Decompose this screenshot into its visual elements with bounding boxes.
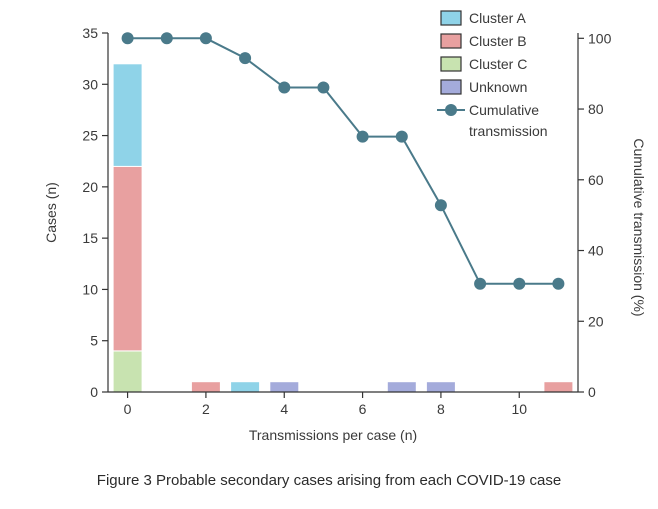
y-tick-label-20: 20 (82, 179, 98, 195)
y-tick-label-35: 35 (82, 25, 98, 41)
legend-swatch-cluster-c (440, 56, 462, 72)
legend-label-cluster-b: Cluster B (469, 33, 527, 49)
bar-cluster-a-x0 (112, 63, 143, 167)
x-tick-label-4: 4 (280, 401, 288, 417)
bar-cluster-b-x11 (543, 381, 574, 393)
y2-axis-title: Cumulative transmission (%) (631, 138, 647, 316)
x-axis-title: Transmissions per case (n) (249, 427, 417, 443)
y2-tick-label-20: 20 (588, 313, 604, 329)
x-tick-label-2: 2 (202, 401, 210, 417)
y-tick-label-10: 10 (82, 281, 98, 297)
y-axis-title: Cases (n) (43, 182, 59, 243)
cumulative-point-x0 (121, 32, 134, 45)
bar-unknown-x4 (269, 381, 300, 393)
bar-cluster-c-x0 (112, 350, 143, 393)
x-tick-label-8: 8 (437, 401, 445, 417)
cumulative-point-x10 (513, 277, 526, 290)
x-tick-label-0: 0 (124, 401, 132, 417)
y2-tick-label-0: 0 (588, 384, 596, 400)
bar-cluster-b-x2 (190, 381, 221, 393)
legend-swatch-unknown (440, 79, 462, 95)
bar-cluster-b-x0 (112, 165, 143, 352)
cumulative-point-x7 (395, 130, 408, 143)
cumulative-transmission-line (127, 37, 559, 285)
y2-tick-label-100: 100 (588, 30, 612, 46)
bar-unknown-x7 (386, 381, 417, 393)
legend-swatch-cluster-b (440, 33, 462, 49)
legend-swatch-cluster-a (440, 10, 462, 26)
x-tick-label-10: 10 (511, 401, 527, 417)
bar-cluster-a-x3 (230, 381, 261, 393)
y2-tick-label-60: 60 (588, 172, 604, 188)
cumulative-point-x8 (434, 199, 447, 212)
cumulative-point-x6 (356, 130, 369, 143)
y-tick-label-15: 15 (82, 230, 98, 246)
cumulative-point-x9 (474, 277, 487, 290)
x-tick-label-6: 6 (359, 401, 367, 417)
y-tick-label-5: 5 (90, 333, 98, 349)
y2-tick-label-80: 80 (588, 101, 604, 117)
y-tick-label-25: 25 (82, 128, 98, 144)
legend-label-cluster-a: Cluster A (469, 10, 526, 26)
cumulative-point-x2 (199, 32, 212, 45)
cumulative-point-x11 (552, 277, 565, 290)
y2-tick-label-40: 40 (588, 243, 604, 259)
chart: 0 5 10 15 20 25 30 35 0 20 40 60 80 100 0 2 4 6 8 10 Transmi… (43, 10, 647, 443)
legend-label-cumulative-transmission: Cumulative (469, 102, 539, 118)
figure-caption: Figure 3 Probable secondary cases arisin… (96, 472, 562, 489)
legend-label-cluster-c: Cluster C (469, 56, 527, 72)
cumulative-point-x3 (239, 52, 252, 65)
cumulative-point-x1 (160, 32, 173, 45)
bar-unknown-x8 (425, 381, 456, 393)
y-tick-label-0: 0 (90, 384, 98, 400)
cumulative-point-x5 (317, 81, 330, 94)
legend-label-unknown: Unknown (469, 79, 527, 95)
legend-label-cumulative-transmission-line2: transmission (469, 123, 548, 139)
legend-marker-cumulative-transmission (445, 104, 457, 116)
y-tick-label-30: 30 (82, 76, 98, 92)
cumulative-point-x4 (278, 81, 291, 94)
